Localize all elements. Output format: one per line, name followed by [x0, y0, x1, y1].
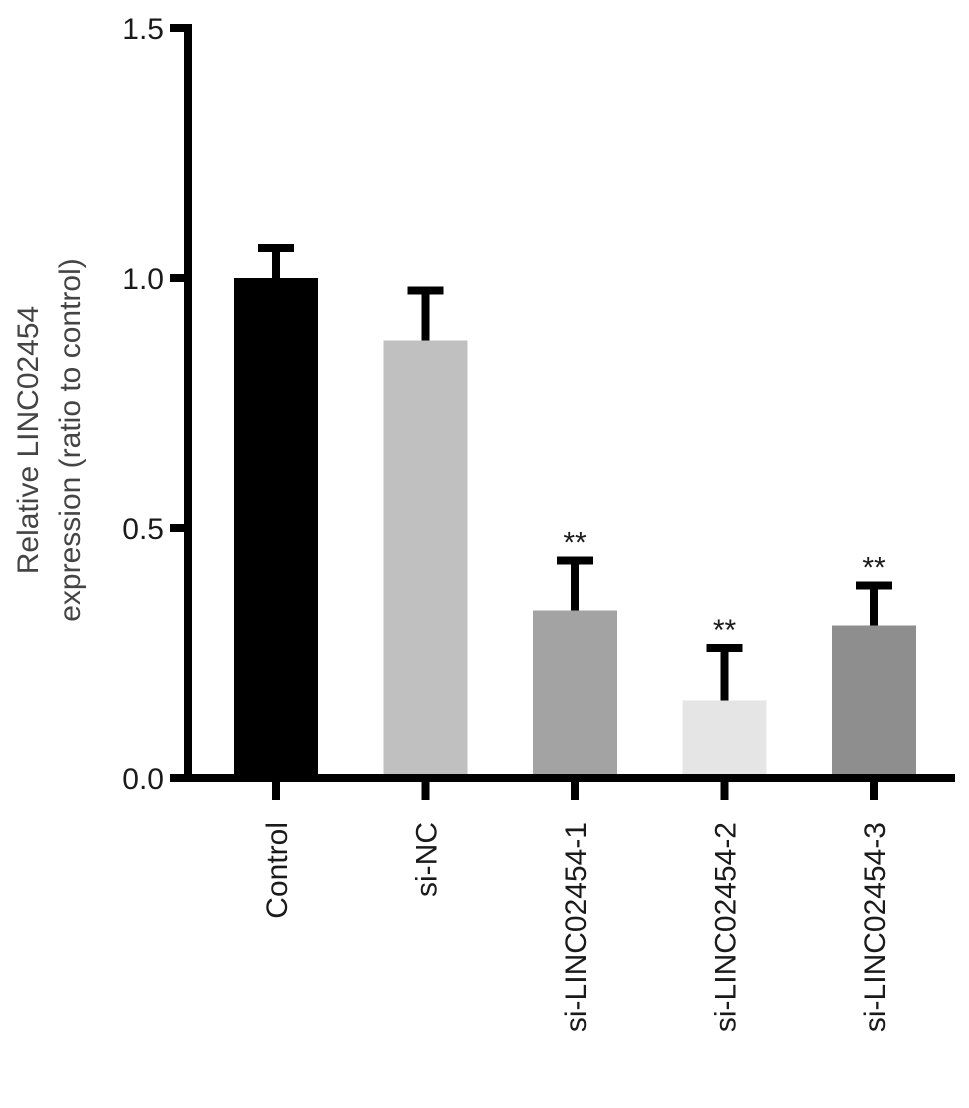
category-label-si-LINC02454-1: si-LINC02454-1 [560, 822, 593, 1032]
significance-label-si-LINC02454-2: ** [713, 614, 737, 647]
significance-layer: ** ** ** [563, 527, 886, 648]
axes-layer [184, 24, 955, 782]
y-ticks-layer: 0.0 0.5 1.0 1.5 [122, 13, 878, 800]
y-axis-title-line-1: Relative LINC02454 [12, 306, 45, 575]
y-tick-label-0.5: 0.5 [122, 513, 164, 546]
y-tick-label-1.0: 1.0 [122, 263, 164, 296]
y-tick-label-0.0: 0.0 [122, 763, 164, 796]
bar-si-LINC02454-2 [682, 700, 767, 778]
y-axis-title-line-2: expression (ratio to control) [54, 258, 87, 622]
category-label-si-LINC02454-3: si-LINC02454-3 [859, 822, 892, 1032]
bars-layer [234, 278, 916, 778]
bar-Control [234, 278, 318, 778]
category-label-si-LINC02454-2: si-LINC02454-2 [710, 822, 743, 1032]
category-label-si-NC: si-NC [411, 822, 444, 897]
bar-si-LINC02454-1 [533, 610, 617, 778]
significance-label-si-LINC02454-3: ** [862, 552, 886, 585]
significance-label-si-LINC02454-1: ** [563, 527, 587, 560]
y-tick-label-1.5: 1.5 [122, 13, 164, 46]
x-categories-layer: Control si-NC si-LINC02454-1 si-LINC02454-2… [261, 822, 892, 1032]
error-bars-layer [258, 244, 892, 701]
bar-si-LINC02454-3 [832, 625, 916, 778]
bar-si-NC [383, 340, 468, 778]
y-axis-title: Relative LINC02454 expression (ratio to … [12, 258, 87, 622]
category-label-Control: Control [261, 822, 294, 919]
